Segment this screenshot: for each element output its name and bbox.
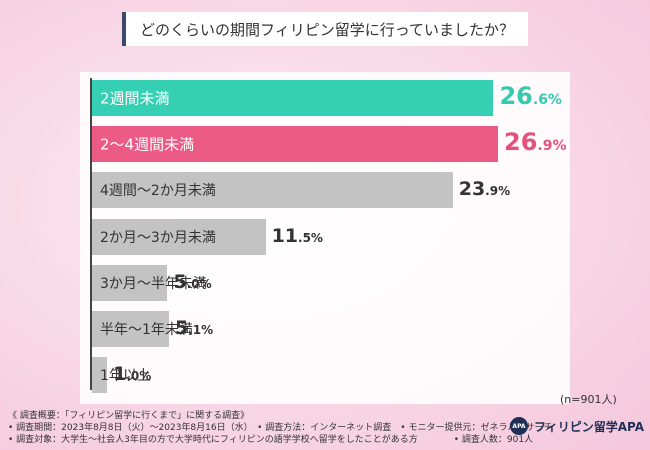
bar-label-6: 半年〜1年未満: [100, 322, 193, 338]
bar-value-5: 5.0%: [173, 271, 211, 293]
footnote-line-1: 《 調査概要：「フィリピン留学に行くまで」に関する調査》: [8, 411, 250, 421]
footnote-line-3: • 調査対象：大学生〜社会人3年目の方で大学時代にフィリピンの語学学校へ留学をし…: [8, 435, 534, 445]
sample-size-note: (n=901人): [560, 393, 617, 406]
bar-value-dec-5: .0%: [186, 276, 212, 291]
bar-6: [92, 311, 169, 347]
bar-7: [92, 357, 108, 394]
bar-value-2: 26.9%: [504, 128, 567, 156]
brand-logo: APA フィリピン留学APA: [510, 417, 644, 435]
bar-value-1: 26.6%: [499, 82, 562, 110]
bar-value-7: 1.0%: [113, 363, 151, 385]
bar-value-4: 11.5%: [272, 225, 323, 247]
bar-label-4: 2か月〜3か月未満: [100, 229, 216, 246]
bar-value-dec-1: .6%: [532, 92, 562, 108]
logo-mark-icon: APA: [510, 417, 528, 435]
bar-1: [92, 80, 494, 116]
chart-title-text: どのくらいの期間フィリピン留学に行っていましたか？: [140, 20, 514, 39]
bar-value-6: 5.1%: [175, 317, 213, 339]
bar-value-3: 23.9%: [459, 178, 510, 200]
bar-label-3: 4週間〜2か月未満: [100, 183, 216, 200]
bar-3: [92, 172, 453, 209]
bar-2: [92, 126, 498, 163]
bar-value-int-2: 26: [504, 128, 538, 157]
bar-value-dec-4: .5%: [298, 230, 323, 245]
bar-value-int-4: 11: [271, 224, 299, 247]
bar-value-int-1: 26: [499, 82, 533, 110]
bar-label-7: 1年以上: [100, 368, 151, 385]
bar-value-dec-7: .0%: [126, 369, 152, 384]
bar-label-2: 2〜4週間未満: [100, 135, 195, 154]
bar-label-5: 3か月〜半年未満: [100, 275, 207, 292]
bar-5: [92, 264, 168, 301]
bar-value-int-6: 5: [174, 317, 189, 339]
chart-title: どのくらいの期間フィリピン留学に行っていましたか？: [122, 12, 528, 46]
bar-value-dec-2: .9%: [537, 138, 567, 155]
bar-value-dec-6: .1%: [188, 323, 214, 337]
bar-value-int-3: 23: [458, 178, 486, 201]
bar-label-1: 2週間未満: [100, 89, 170, 108]
footnote-line-2: • 調査期間：2023年8月8日（火）〜2023年8月16日（水） • 調査方法…: [8, 423, 553, 433]
bar-4: [92, 218, 266, 255]
logo-text: フィリピン留学APA: [534, 419, 645, 434]
chart-axis: [90, 78, 92, 390]
bar-value-int-5: 5: [173, 270, 187, 293]
bar-value-dec-3: .9%: [485, 184, 511, 199]
bar-value-int-7: 1: [113, 363, 127, 386]
